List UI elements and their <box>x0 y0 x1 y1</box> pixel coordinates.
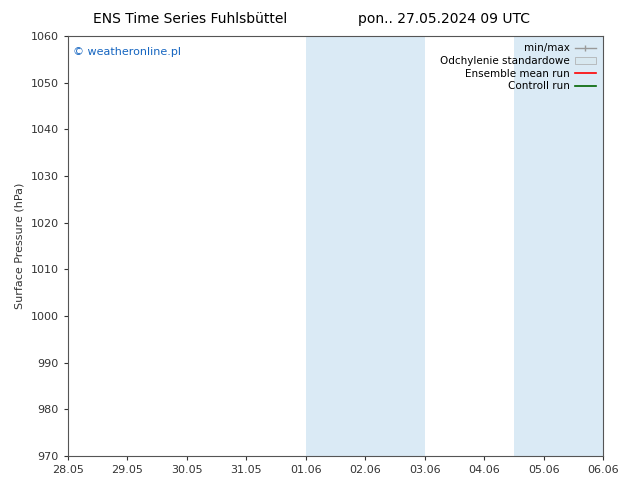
Text: pon.. 27.05.2024 09 UTC: pon.. 27.05.2024 09 UTC <box>358 12 530 26</box>
Bar <box>365 36 425 456</box>
Bar <box>514 36 573 456</box>
Bar <box>573 36 603 456</box>
Text: ENS Time Series Fuhlsbüttel: ENS Time Series Fuhlsbüttel <box>93 12 287 26</box>
Y-axis label: Surface Pressure (hPa): Surface Pressure (hPa) <box>15 183 25 309</box>
Legend: min/max, Odchylenie standardowe, Ensemble mean run, Controll run: min/max, Odchylenie standardowe, Ensembl… <box>438 41 598 93</box>
Bar <box>306 36 365 456</box>
Text: © weatheronline.pl: © weatheronline.pl <box>73 47 181 57</box>
